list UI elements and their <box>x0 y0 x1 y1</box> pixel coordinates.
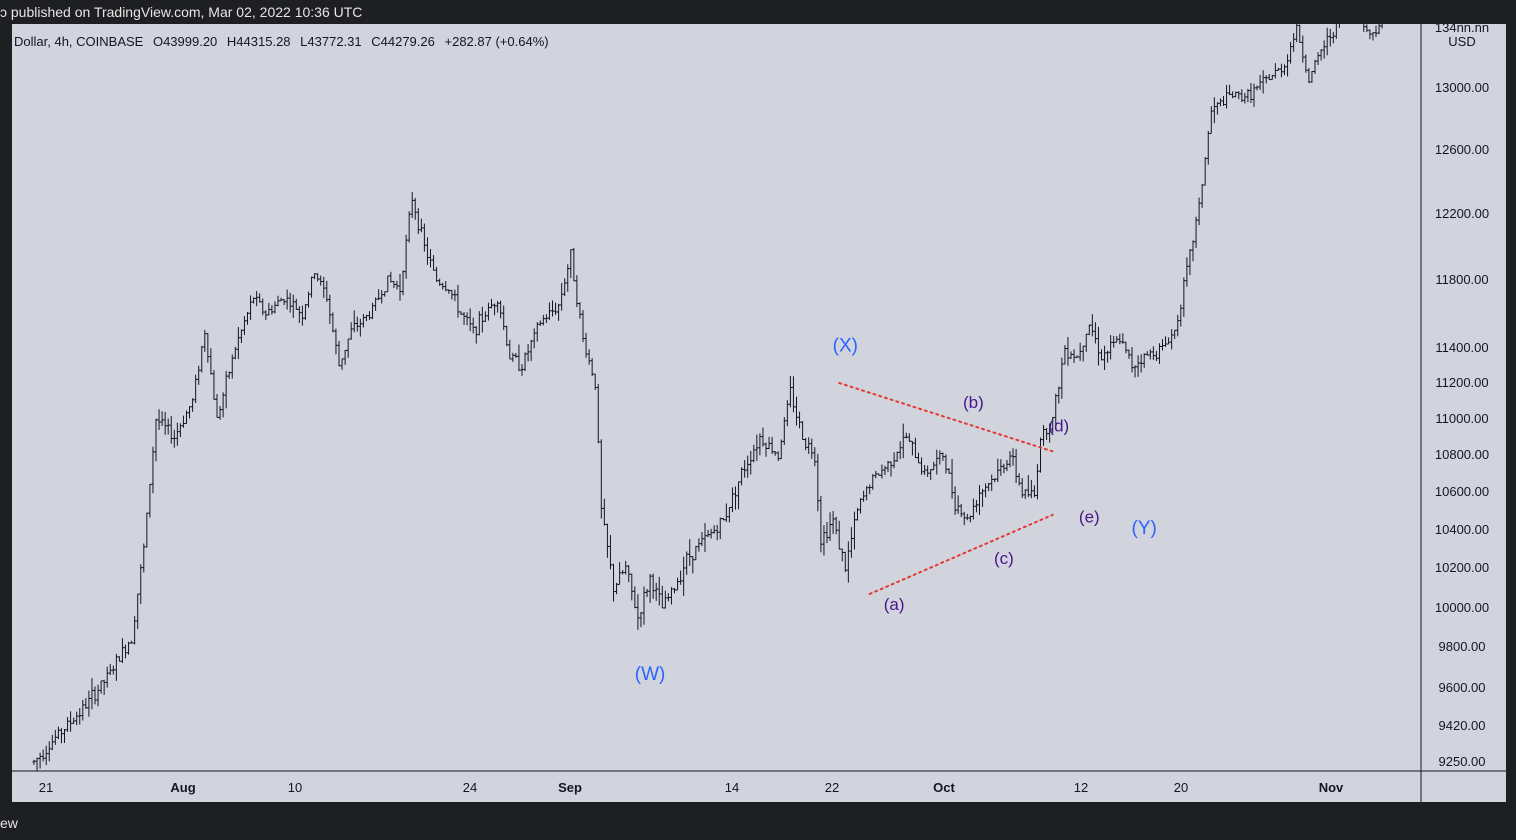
time-tick-label: 14 <box>725 780 739 795</box>
time-tick-label: 20 <box>1174 780 1188 795</box>
change-value: +282.87 (+0.64%) <box>444 34 549 49</box>
triangle-trendline <box>868 513 1054 595</box>
price-tick-label: 9600.00 <box>1439 680 1486 695</box>
price-tick-label: 10800.00 <box>1435 447 1489 462</box>
close-value: C44279.26 <box>371 34 435 49</box>
published-header: ɔ published on TradingView.com, Mar 02, … <box>0 0 1516 24</box>
time-tick-label: Aug <box>170 780 195 795</box>
price-tick-label: 10400.00 <box>1435 522 1489 537</box>
wave-label: (c) <box>994 549 1014 568</box>
wave-label: (W) <box>635 664 666 685</box>
price-tick-label: 12600.00 <box>1435 142 1489 157</box>
wave-label: (X) <box>833 336 858 357</box>
wave-label: (Y) <box>1132 518 1157 539</box>
price-chart[interactable]: 134nn.nn 13000.00 12600.00 12200.00 11800.00… <box>12 24 1506 802</box>
wave-label: (a) <box>884 595 905 614</box>
brand-text: ew <box>0 815 18 831</box>
time-tick-label: 12 <box>1074 780 1088 795</box>
price-tick-label: 11400.00 <box>1435 340 1488 355</box>
low-value: L43772.31 <box>300 34 362 49</box>
price-tick-label: 11200.00 <box>1435 375 1488 390</box>
price-tick-label: 10200.00 <box>1435 560 1489 575</box>
time-tick-label: 24 <box>463 780 477 795</box>
wave-label: (d) <box>1048 417 1069 436</box>
footer-bar: ew <box>0 802 1516 840</box>
price-tick-label: 10600.00 <box>1435 484 1489 499</box>
price-tick-label: 10000.00 <box>1435 600 1489 615</box>
price-tick-label: 9800.00 <box>1439 639 1486 654</box>
price-tick-label: 11000.00 <box>1435 411 1488 426</box>
price-tick-label: 9250.00 <box>1439 754 1486 769</box>
published-text: ɔ published on TradingView.com, Mar 02, … <box>0 4 363 20</box>
price-tick-label: 12200.00 <box>1435 206 1489 221</box>
wave-label: (e) <box>1079 507 1100 526</box>
symbol-info: Dollar, 4h, COINBASE <box>14 34 144 49</box>
wave-label: (b) <box>963 393 984 412</box>
time-tick-label: 21 <box>39 780 53 795</box>
time-tick-label: 22 <box>825 780 839 795</box>
price-tick-label: 13000.00 <box>1435 80 1489 95</box>
open-value: O43999.20 <box>152 34 218 49</box>
time-tick-label: Oct <box>933 780 955 795</box>
price-tick-label: 134nn.nn <box>1435 24 1489 35</box>
triangle-trendline <box>838 382 1054 453</box>
price-tick-label: 9420.00 <box>1439 718 1486 733</box>
currency-label: USD <box>1448 34 1475 49</box>
high-value: H44315.28 <box>226 34 291 49</box>
ohlc-legend: Dollar, 4h, COINBASE O43999.20 H44315.28… <box>14 34 555 49</box>
time-tick-label: Nov <box>1319 780 1344 795</box>
chart-frame[interactable]: 134nn.nn 13000.00 12600.00 12200.00 11800.00… <box>12 24 1506 802</box>
price-tick-label: 11800.00 <box>1435 272 1488 287</box>
time-tick-label: 10 <box>288 780 302 795</box>
time-tick-label: Sep <box>558 780 582 795</box>
